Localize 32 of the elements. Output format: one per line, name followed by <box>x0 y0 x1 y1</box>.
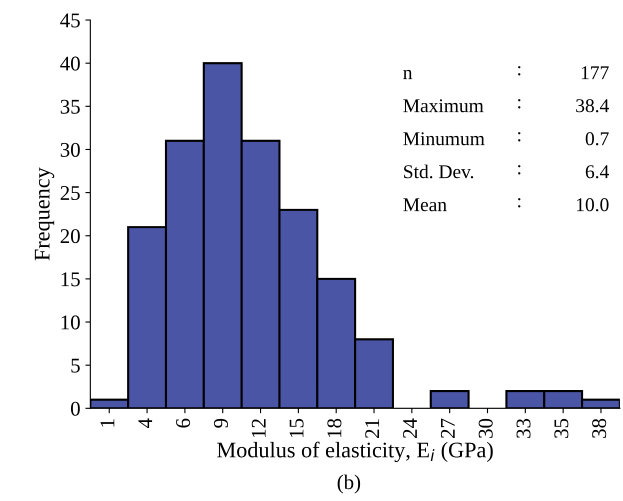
y-tick-label: 10 <box>62 315 80 330</box>
x-tick-label: 12 <box>252 419 266 438</box>
text: Minumum : 0.7 <box>403 132 609 146</box>
x-tick-label: 15 <box>290 418 304 438</box>
x-tick-label: 33 <box>516 418 531 438</box>
text: Maximum : 38.4 <box>403 99 609 112</box>
y-tick-label: 45 <box>60 14 80 28</box>
x-tick-label: 30 <box>478 418 493 438</box>
x-tick-label: 24 <box>403 418 417 438</box>
x-tick-label: 21 <box>365 419 380 438</box>
text: (b) <box>338 474 360 494</box>
y-tick-label: 20 <box>60 229 80 244</box>
y-axis-title: Frequency <box>34 167 54 260</box>
y-tick-label: 0 <box>70 402 80 416</box>
text: Mean : 10.0 <box>403 198 609 212</box>
y-tick-label: 40 <box>60 56 80 71</box>
x-tick-label: 27 <box>440 418 455 438</box>
y-tick-label: 25 <box>60 186 80 200</box>
x-tick-label: 6 <box>176 418 190 428</box>
y-tick-label: 35 <box>60 100 80 114</box>
x-tick-label: 18 <box>327 418 342 438</box>
y-tick-label: 30 <box>60 142 80 157</box>
x-tick-label: 38 <box>592 418 606 438</box>
y-tick-label: 5 <box>71 358 80 373</box>
x-tick-label: 35 <box>554 418 568 438</box>
x-axis-title: Modulus of elasticity, E$_{i}$ (GPa) <box>217 442 493 462</box>
text: n : 177 <box>403 66 609 80</box>
x-tick-label: 9 <box>214 418 228 428</box>
y-tick-label: 15 <box>62 272 80 286</box>
x-tick-label: 4 <box>138 418 152 428</box>
x-tick-label: 1 <box>100 419 114 427</box>
text: Std. Dev. : 6.4 <box>404 164 609 178</box>
